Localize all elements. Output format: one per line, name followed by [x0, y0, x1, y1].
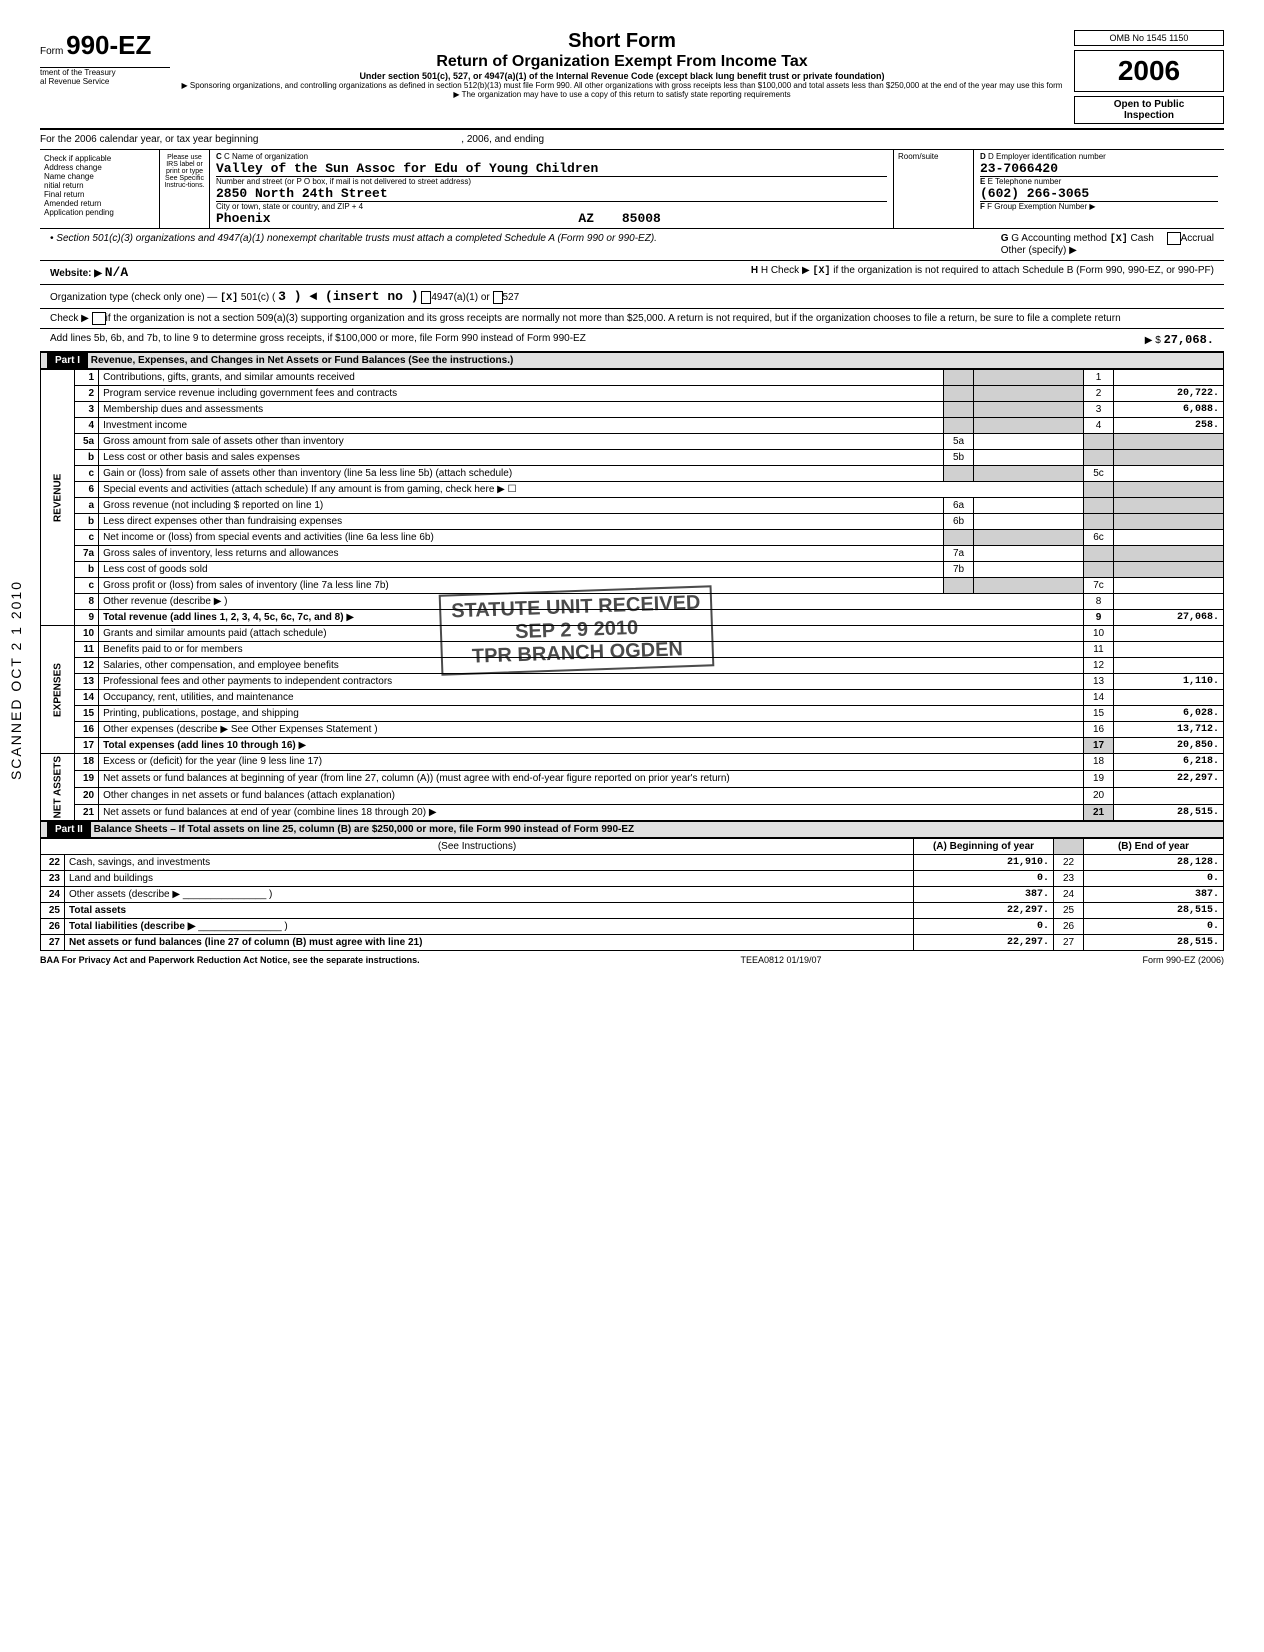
org-name: Valley of the Sun Assoc for Edu of Young…: [216, 161, 887, 176]
subtitle: Under section 501(c), 527, or 4947(a)(1)…: [180, 71, 1064, 81]
part2-label: Part II: [47, 822, 91, 837]
note2: ▶ The organization may have to use a cop…: [180, 90, 1064, 99]
room-label: Room/suite: [898, 152, 969, 161]
short-form-title: Short Form: [180, 30, 1064, 53]
g-accrual[interactable]: Accrual: [1181, 233, 1214, 244]
state: AZ: [578, 211, 594, 226]
ein: 23-7066420: [980, 161, 1218, 176]
street-address: 2850 North 24th Street: [216, 186, 887, 201]
check-name[interactable]: Name change: [44, 172, 155, 181]
d-label: D Employer identification number: [988, 152, 1106, 161]
check-initial[interactable]: nitial return: [44, 181, 155, 190]
city-label: City or town, state or country, and ZIP …: [216, 201, 887, 211]
check-final[interactable]: Final return: [44, 190, 155, 199]
irs-label: al Revenue Service: [40, 77, 109, 86]
form-number: 990-EZ: [66, 30, 151, 60]
check-amended[interactable]: Amended return: [44, 199, 155, 208]
footer: BAA For Privacy Act and Paperwork Reduct…: [40, 951, 1224, 965]
f-label: F Group Exemption Number: [987, 202, 1087, 211]
omb-number: OMB No 1545 1150: [1074, 30, 1224, 46]
city: Phoenix: [216, 211, 271, 226]
org-4947[interactable]: 4947(a)(1) or: [431, 292, 489, 303]
irs-instructions: Please use IRS label or print or type Se…: [160, 150, 210, 228]
check-text: if the organization is not a section 509…: [106, 313, 1121, 324]
h-text: if the organization is not required to a…: [833, 265, 1214, 276]
g-cash[interactable]: Cash: [1131, 233, 1154, 244]
org-type-label: Organization type (check only one) —: [50, 292, 217, 303]
received-stamp: STATUTE UNIT RECEIVED SEP 2 9 2010 TPR B…: [439, 585, 715, 675]
gross-receipts: 27,068.: [1164, 333, 1214, 347]
section-note: • Section 501(c)(3) organizations and 49…: [50, 233, 657, 244]
g-other: Other (specify) ▶: [1001, 245, 1077, 256]
footer-code: TEEA0812 01/19/07: [741, 955, 822, 965]
dept-treasury: tment of the Treasury: [40, 68, 116, 77]
street-label: Number and street (or P O box, if mail i…: [216, 176, 887, 186]
main-info-block: Check if applicable Address change Name …: [40, 150, 1224, 229]
part2-table: (See Instructions) (A) Beginning of year…: [40, 838, 1224, 951]
form-header: Form 990-EZ tment of the Treasury al Rev…: [40, 30, 1224, 130]
footer-form: Form 990-EZ (2006): [1142, 955, 1224, 965]
revenue-section: REVENUE: [41, 370, 75, 626]
return-title: Return of Organization Exempt From Incom…: [180, 53, 1064, 71]
c-label: C Name of organization: [224, 152, 308, 161]
check-applicable-label: Check if applicable: [44, 154, 155, 163]
tax-year-row: For the 2006 calendar year, or tax year …: [40, 130, 1224, 150]
zip: 85008: [622, 211, 661, 226]
phone: (602) 266-3065: [980, 186, 1218, 201]
col-b-header: (B) End of year: [1084, 839, 1224, 855]
org-501c[interactable]: 501(c): [241, 292, 269, 303]
tax-year: 2006: [1074, 50, 1224, 92]
website: N/A: [105, 265, 128, 280]
website-label: Website: ▶: [50, 268, 102, 279]
part1-label: Part I: [47, 353, 88, 368]
part2-instr: (See Instructions): [41, 839, 914, 855]
org-527[interactable]: 527: [503, 292, 520, 303]
col-a-header: (A) Beginning of year: [914, 839, 1054, 855]
part1-title: Revenue, Expenses, and Changes in Net As…: [91, 355, 514, 366]
part2-title: Balance Sheets – If Total assets on line…: [94, 824, 635, 835]
open-public: Open to Public Inspection: [1074, 96, 1224, 124]
add-lines-text: Add lines 5b, 6b, and 7b, to line 9 to d…: [50, 333, 586, 347]
scanned-stamp: SCANNED OCT 2 1 2010: [8, 580, 24, 780]
note1: ▶ Sponsoring organizations, and controll…: [180, 81, 1064, 90]
form-prefix: Form: [40, 46, 63, 57]
h-label: H Check ▶: [761, 265, 810, 276]
net-section: NET ASSETS: [41, 754, 75, 821]
check-address[interactable]: Address change: [44, 163, 155, 172]
expenses-section: EXPENSES: [41, 626, 75, 754]
check-line-label: Check ▶: [50, 313, 89, 324]
check-pending[interactable]: Application pending: [44, 208, 155, 217]
baa-notice: BAA For Privacy Act and Paperwork Reduct…: [40, 955, 420, 965]
e-label: E Telephone number: [988, 177, 1062, 186]
g-label: G Accounting method: [1011, 233, 1107, 244]
